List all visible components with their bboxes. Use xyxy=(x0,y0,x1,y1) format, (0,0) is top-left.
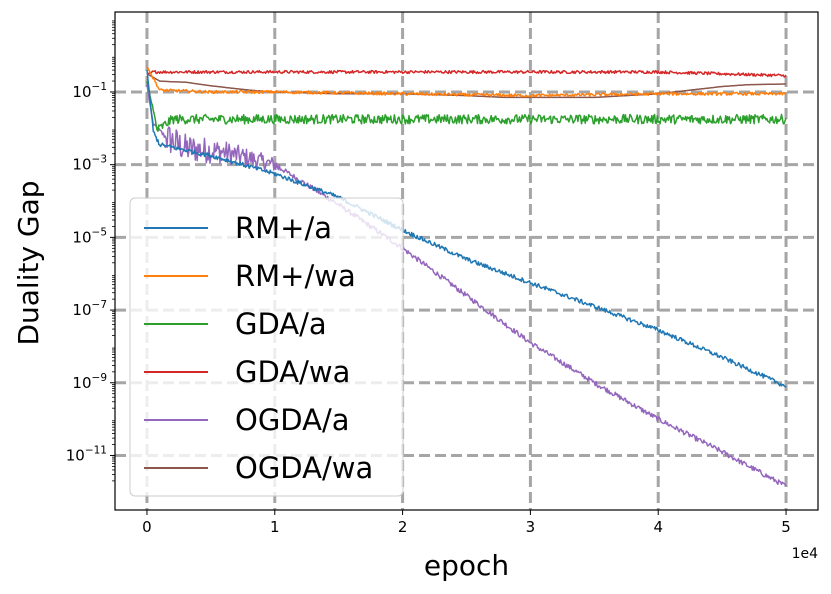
y-tick-base: 10 xyxy=(72,156,91,174)
y-tick-label: 10−7 xyxy=(72,299,107,319)
y-tick-label: 10−3 xyxy=(72,154,107,174)
y-tick-base: 10 xyxy=(72,301,91,319)
series-lines xyxy=(146,66,787,487)
y-axis-label: Duality Gap xyxy=(12,180,45,345)
x-tick-label: 1 xyxy=(270,518,280,536)
plot-frame xyxy=(114,11,819,511)
legend-label: GDA/a xyxy=(235,307,327,341)
y-tick-label: 10−9 xyxy=(72,372,107,392)
y-tick-label: 10−1 xyxy=(72,81,107,101)
legend-box xyxy=(129,197,404,497)
y-tick-exponent: −1 xyxy=(92,81,107,93)
series-line-rm-a xyxy=(146,70,787,388)
axis-ticks: 0 1 2 3 4 510−110−310−510−710−910−11 xyxy=(66,20,791,536)
x-axis-offset-label: 1e4 xyxy=(792,546,819,562)
legend-label: RM+/wa xyxy=(235,259,356,293)
y-tick-exponent: −7 xyxy=(92,299,107,311)
y-tick-base: 10 xyxy=(72,374,91,392)
x-axis-label: epoch xyxy=(424,549,509,582)
y-tick-base: 10 xyxy=(72,83,91,101)
x-tick-label: 4 xyxy=(653,518,663,536)
y-tick-base: 10 xyxy=(66,446,85,464)
y-tick-exponent: −9 xyxy=(92,372,107,384)
series-line-gda-wa xyxy=(146,69,787,78)
x-tick-label: 2 xyxy=(398,518,408,536)
legend-label: OGDA/wa xyxy=(235,451,373,485)
y-tick-exponent: −3 xyxy=(92,154,107,166)
y-tick-label: 10−11 xyxy=(66,444,107,464)
y-tick-exponent: −5 xyxy=(92,226,107,238)
legend: RM+/a RM+/wa GDA/a GDA/wa OGDA/a OGDA/wa xyxy=(129,197,404,497)
series-line-rm-wa xyxy=(146,66,787,98)
legend-label: GDA/wa xyxy=(235,355,350,389)
series-line-gda-a xyxy=(146,80,787,132)
legend-label: RM+/a xyxy=(235,211,332,245)
x-tick-label: 3 xyxy=(526,518,536,536)
series-line-ogda-a xyxy=(146,84,787,487)
legend-label: OGDA/a xyxy=(235,403,350,437)
x-tick-label: 0 xyxy=(142,518,152,536)
x-tick-label: 5 xyxy=(781,518,791,536)
y-tick-label: 10−5 xyxy=(72,226,107,246)
y-tick-base: 10 xyxy=(72,228,91,246)
y-tick-exponent: −11 xyxy=(85,444,107,456)
